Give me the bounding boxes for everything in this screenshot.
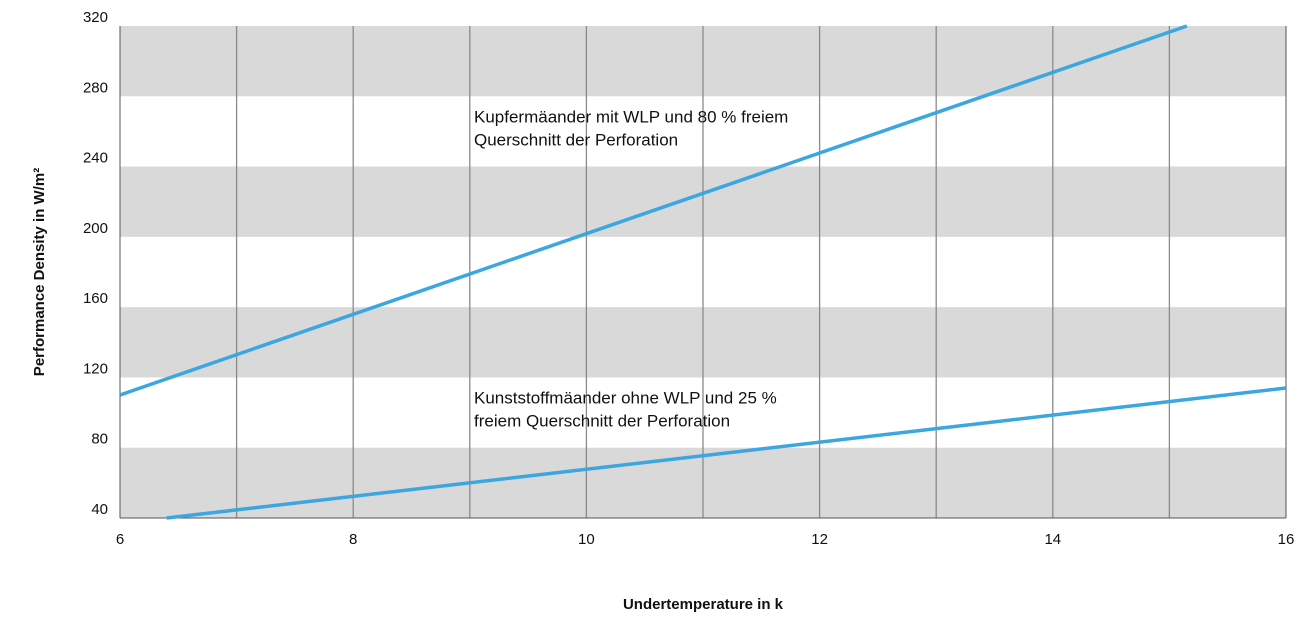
y-tick-label: 40 <box>91 501 108 518</box>
y-axis-title: Performance Density in W/m² <box>31 168 48 376</box>
x-tick-label: 10 <box>578 531 595 548</box>
annotation: Querschnitt der Perforation <box>474 130 678 149</box>
annotation: Kunststoffmäander ohne WLP und 25 % <box>474 388 777 407</box>
series-line <box>166 386 1287 520</box>
x-axis-title: Undertemperature in k <box>623 596 784 613</box>
y-tick-label: 160 <box>83 290 108 307</box>
y-tick-label: 80 <box>91 431 108 448</box>
annotation: Kupfermäander mit WLP und 80 % freiem <box>474 107 788 126</box>
x-tick-label: 12 <box>811 531 828 548</box>
series-line <box>119 24 1188 397</box>
annotation: freiem Querschnitt der Perforation <box>474 411 730 430</box>
x-tick-label: 6 <box>116 531 124 548</box>
x-tick-label: 16 <box>1278 531 1295 548</box>
y-tick-label: 280 <box>83 79 108 96</box>
x-tick-label: 8 <box>349 531 357 548</box>
y-tick-label: 200 <box>83 220 108 237</box>
y-tick-label: 120 <box>83 360 108 377</box>
y-tick-label: 320 <box>83 9 108 26</box>
y-tick-label: 240 <box>83 150 108 167</box>
x-tick-label: 14 <box>1044 531 1061 548</box>
